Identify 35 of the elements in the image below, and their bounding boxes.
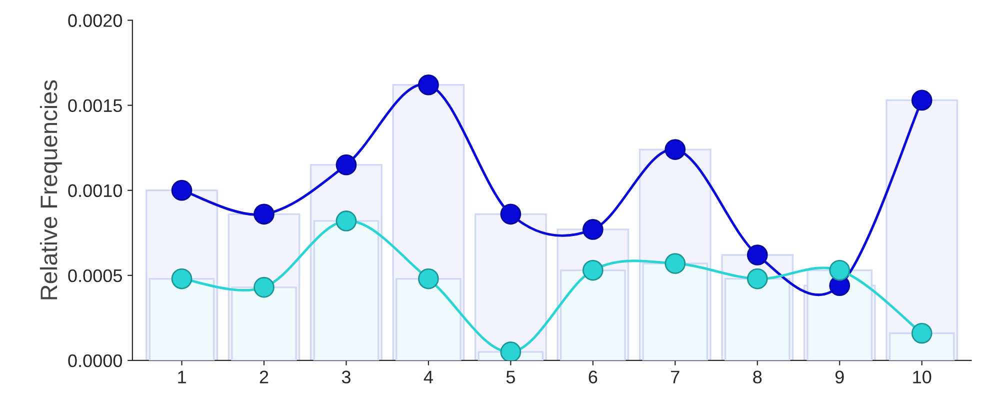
y-tick-label: 0.0020 bbox=[68, 14, 122, 27]
point bbox=[254, 204, 274, 225]
x-tick-label: 6 bbox=[588, 370, 598, 384]
point bbox=[746, 244, 768, 266]
x-tick-label: 4 bbox=[424, 370, 433, 384]
point bbox=[500, 342, 522, 360]
point bbox=[171, 268, 192, 290]
point bbox=[911, 322, 932, 344]
point bbox=[336, 210, 357, 232]
point bbox=[418, 74, 439, 96]
y-axis-title: Relative Frequencies bbox=[40, 80, 62, 300]
x-tick-label: 10 bbox=[913, 370, 932, 384]
point bbox=[582, 219, 604, 240]
y-tick-label: 0.0010 bbox=[68, 184, 122, 198]
y-tick-label: 0.0000 bbox=[68, 354, 122, 368]
point bbox=[254, 276, 274, 298]
y-tick-label: 0.0005 bbox=[68, 269, 122, 282]
point bbox=[336, 154, 357, 176]
point bbox=[664, 139, 686, 160]
y-tick-label: 0.0015 bbox=[68, 99, 122, 112]
x-tick-label: 5 bbox=[506, 370, 515, 384]
x-tick-label: 7 bbox=[671, 370, 680, 384]
point bbox=[500, 204, 522, 225]
point bbox=[171, 180, 192, 201]
x-tick-label: 3 bbox=[342, 370, 350, 384]
point bbox=[582, 260, 604, 281]
point bbox=[829, 260, 850, 281]
x-tick-label: 2 bbox=[260, 370, 268, 384]
point bbox=[911, 90, 932, 111]
point bbox=[664, 253, 686, 274]
x-tick-label: 1 bbox=[178, 370, 186, 384]
point bbox=[418, 268, 439, 290]
x-tick-label: 9 bbox=[835, 370, 844, 384]
point bbox=[746, 268, 768, 290]
x-tick-label: 8 bbox=[753, 370, 762, 384]
